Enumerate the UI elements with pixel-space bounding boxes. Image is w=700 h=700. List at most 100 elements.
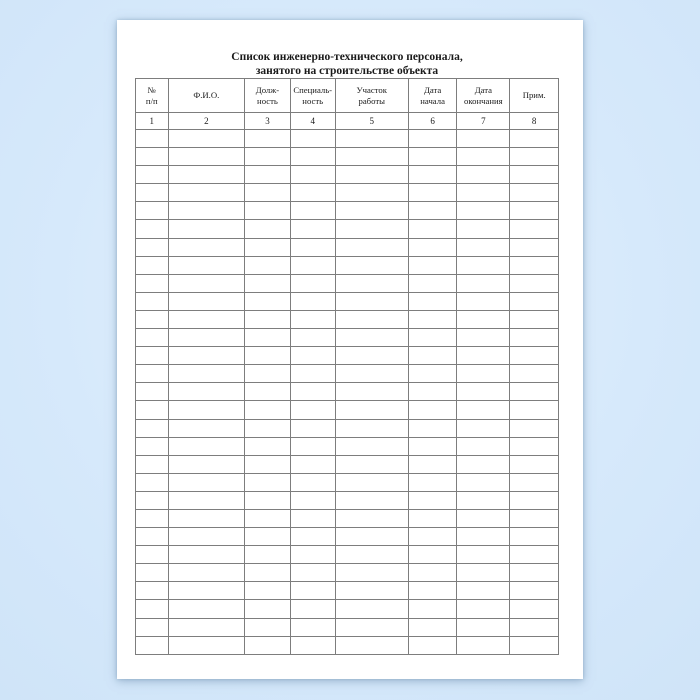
empty-table-cell: [407, 183, 458, 203]
empty-table-cell: [334, 219, 409, 239]
empty-table-cell: [407, 328, 458, 348]
empty-table-cell: [167, 508, 246, 529]
empty-table-cell: [407, 201, 458, 221]
empty-table-cell: [244, 237, 291, 257]
empty-table-cell: [456, 617, 511, 637]
empty-table-cell: [167, 490, 246, 510]
column-number: 7: [456, 112, 511, 130]
empty-table-row: [135, 183, 559, 203]
header-text: начала: [420, 95, 445, 106]
empty-table-cell: [509, 436, 559, 456]
empty-table-cell: [244, 309, 291, 330]
empty-table-cell: [509, 472, 559, 492]
empty-table-cell: [244, 635, 291, 655]
empty-table-cell: [407, 508, 458, 529]
empty-table-cell: [334, 418, 409, 438]
empty-table-cell: [407, 128, 458, 149]
header-text: окончания: [464, 95, 503, 106]
empty-table-cell: [456, 382, 511, 402]
empty-table-cell: [244, 508, 291, 529]
empty-table-cell: [167, 237, 246, 257]
empty-table-cell: [244, 364, 291, 384]
empty-table-cell: [456, 309, 511, 330]
empty-table-cell: [509, 382, 559, 402]
header-cell-fio: Ф.И.О.: [167, 78, 246, 113]
empty-table-cell: [289, 364, 336, 384]
empty-table-cell: [509, 508, 559, 529]
empty-table-cell: [135, 147, 169, 167]
empty-table-cell: [407, 382, 458, 402]
empty-table-cell: [407, 581, 458, 601]
empty-table-cell: [244, 201, 291, 221]
empty-table-cell: [509, 183, 559, 203]
empty-table-row: [135, 418, 559, 438]
empty-table-cell: [167, 617, 246, 637]
empty-table-row: [135, 201, 559, 221]
empty-table-row: [135, 527, 559, 547]
empty-table-cell: [456, 237, 511, 257]
empty-table-cell: [509, 454, 559, 474]
empty-table-cell: [456, 418, 511, 438]
empty-table-cell: [135, 436, 169, 456]
empty-table-cell: [244, 527, 291, 547]
empty-table-row: [135, 563, 559, 583]
empty-table-cell: [334, 472, 409, 492]
empty-table-cell: [456, 508, 511, 529]
empty-table-cell: [334, 635, 409, 655]
empty-table-cell: [135, 508, 169, 529]
column-number: 2: [167, 112, 246, 130]
empty-table-cell: [167, 346, 246, 366]
empty-table-cell: [167, 255, 246, 275]
empty-table-cell: [289, 165, 336, 185]
empty-table-cell: [244, 219, 291, 239]
empty-table-cell: [334, 436, 409, 456]
empty-table-cell: [334, 183, 409, 203]
empty-table-cell: [407, 346, 458, 366]
empty-table-cell: [244, 255, 291, 275]
empty-table-cell: [167, 581, 246, 601]
header-text: работы: [358, 95, 385, 106]
empty-table-cell: [456, 472, 511, 492]
empty-table-cell: [509, 545, 559, 565]
empty-table-cell: [289, 128, 336, 149]
empty-table-cell: [407, 309, 458, 330]
empty-table-row: [135, 436, 559, 456]
empty-table-cell: [456, 364, 511, 384]
empty-table-cell: [456, 128, 511, 149]
empty-table-cell: [407, 454, 458, 474]
empty-table-cell: [135, 183, 169, 203]
empty-table-cell: [456, 490, 511, 510]
empty-table-cell: [334, 508, 409, 529]
empty-table-cell: [289, 273, 336, 293]
empty-table-cell: [135, 490, 169, 510]
empty-table-row: [135, 382, 559, 402]
empty-table-cell: [407, 219, 458, 239]
empty-table-cell: [244, 273, 291, 293]
empty-table-cell: [509, 291, 559, 311]
empty-table-cell: [244, 599, 291, 619]
empty-table-cell: [135, 581, 169, 601]
empty-table-cell: [244, 147, 291, 167]
empty-table-cell: [244, 472, 291, 492]
header-text: ность: [257, 95, 278, 106]
empty-table-cell: [289, 472, 336, 492]
personnel-table: № п/п Ф.И.О. Долж- ность Специаль- ность: [135, 78, 559, 655]
empty-table-cell: [334, 581, 409, 601]
empty-table-cell: [334, 165, 409, 185]
empty-table-row: [135, 255, 559, 275]
empty-table-row: [135, 128, 559, 149]
empty-table-row: [135, 545, 559, 565]
empty-table-cell: [509, 147, 559, 167]
empty-table-cell: [135, 165, 169, 185]
empty-table-cell: [244, 382, 291, 402]
header-text: №: [147, 85, 156, 95]
empty-table-cell: [135, 309, 169, 330]
empty-table-cell: [167, 309, 246, 330]
empty-table-cell: [456, 599, 511, 619]
empty-table-cell: [244, 128, 291, 149]
header-text: Специаль-: [293, 85, 333, 95]
empty-table-cell: [244, 418, 291, 438]
empty-table-cell: [167, 418, 246, 438]
empty-table-cell: [244, 291, 291, 311]
empty-table-cell: [334, 400, 409, 420]
